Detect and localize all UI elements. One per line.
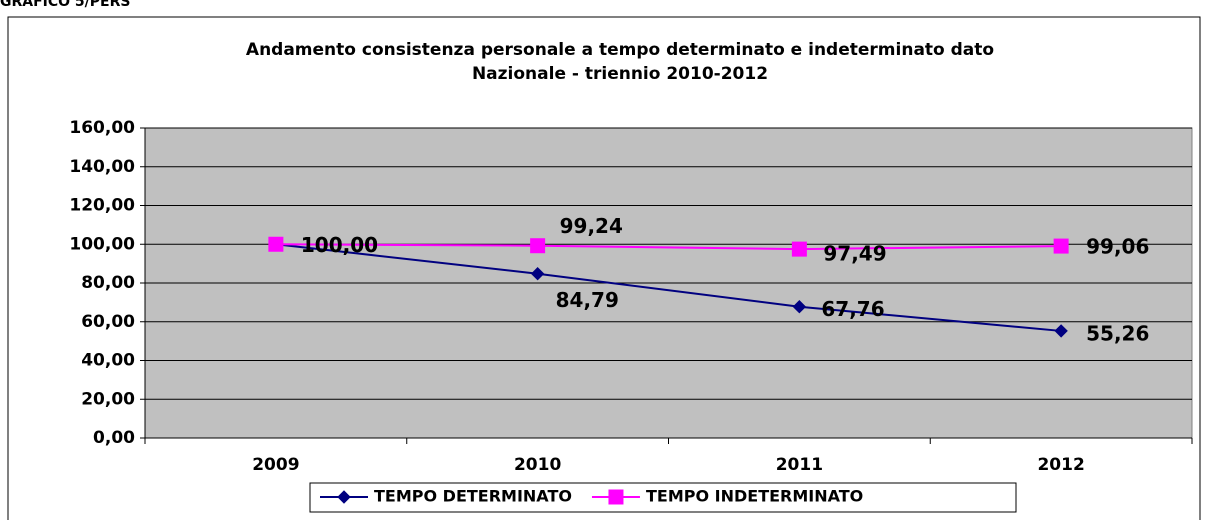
caption: GRAFICO 5/PERS (0, 0, 130, 10)
data-label: 100,00 (301, 233, 378, 257)
data-label: 99,24 (560, 214, 623, 238)
marker (1054, 324, 1068, 338)
legend-label: TEMPO INDETERMINATO (646, 487, 863, 506)
x-tick-label: 2011 (776, 455, 823, 475)
data-label: 67,76 (821, 297, 884, 321)
marker (530, 238, 546, 254)
marker (337, 490, 351, 504)
y-tick-label: 0,00 (93, 428, 135, 448)
marker (608, 489, 624, 505)
y-tick-label: 120,00 (69, 196, 135, 216)
marker (1053, 238, 1069, 254)
marker (791, 241, 807, 257)
series-line (275, 243, 1062, 251)
chart-title: Nazionale - triennio 2010-2012 (472, 64, 768, 84)
data-label: 97,49 (823, 242, 886, 266)
data-label: 55,26 (1086, 321, 1149, 345)
y-tick-label: 140,00 (69, 157, 135, 177)
y-tick-label: 160,00 (69, 118, 135, 138)
x-tick-label: 2010 (514, 455, 561, 475)
marker (530, 267, 545, 281)
y-tick-label: 100,00 (69, 234, 135, 254)
y-tick-label: 20,00 (81, 389, 135, 409)
chart-title: Andamento consistenza personale a tempo … (246, 40, 994, 60)
marker (268, 236, 284, 252)
data-label: 99,06 (1086, 235, 1149, 259)
data-label: 84,79 (556, 288, 619, 312)
legend (309, 482, 1017, 513)
marker (792, 300, 807, 314)
legend-label: TEMPO DETERMINATO (374, 487, 572, 506)
y-tick-label: 40,00 (81, 351, 135, 371)
series-line (275, 243, 1062, 332)
x-tick-label: 2012 (1037, 455, 1084, 475)
x-tick-label: 2009 (252, 455, 299, 475)
y-tick-label: 60,00 (81, 312, 135, 332)
y-tick-label: 80,00 (81, 273, 135, 293)
